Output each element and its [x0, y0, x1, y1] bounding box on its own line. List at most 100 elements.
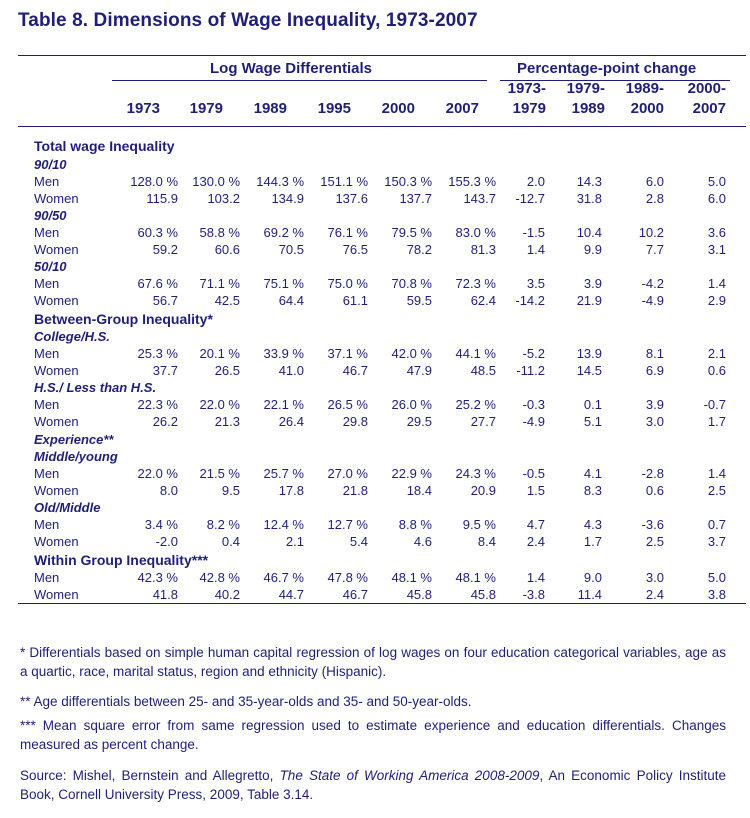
footnote-2: ** Age differentials between 25- and 35-… [20, 694, 472, 709]
table-cell: 0.7 [707, 517, 726, 532]
table-cell: -0.7 [703, 397, 726, 412]
col-header-2000: 2000 [381, 100, 415, 117]
col-header-change-2000-2007-top: 2000- [687, 80, 726, 97]
subsection-experience: Experience** [34, 432, 114, 447]
table-cell: 22.0 % [137, 466, 178, 481]
table-cell: 12.7 % [327, 517, 368, 532]
table-cell: 76.5 [342, 242, 368, 257]
table-cell: 5.4 [349, 534, 368, 549]
table-cell: 48.1 % [391, 570, 432, 585]
table-cell: -2.8 [641, 466, 664, 481]
row-label: Women [34, 414, 79, 429]
table-cell: 56.7 [152, 293, 178, 308]
table-cell: 59.5 [406, 293, 432, 308]
row-label: Women [34, 363, 79, 378]
table-cell: 1.4 [707, 466, 726, 481]
table-cell: 78.2 [406, 242, 432, 257]
table-row: Women 8.0 9.5 17.8 21.8 18.4 20.9 1.5 8.3 0.6 2.5 [0, 483, 750, 500]
table-cell: 12.4 % [263, 517, 304, 532]
table-cell: 151.1 % [320, 174, 368, 189]
col-header-change-1973-1979-top: 1973- [507, 80, 546, 97]
table-cell: 29.5 [406, 414, 432, 429]
table-cell: 2.9 [707, 293, 726, 308]
table-cell: 1.5 [526, 483, 545, 498]
table-cell: 25.2 % [455, 397, 496, 412]
table-row: Men 42.3 % 42.8 % 46.7 % 47.8 % 48.1 % 48.1 % 1… [0, 570, 750, 587]
table-cell: 21.8 [342, 483, 368, 498]
table-cell: 128.0 % [130, 174, 178, 189]
table-cell: 14.5 [576, 363, 602, 378]
table-cell: 10.4 [576, 225, 602, 240]
table-cell: 59.2 [152, 242, 178, 257]
table-cell: 22.9 % [391, 466, 432, 481]
row-label: Men [34, 397, 60, 412]
table-row: Women -2.0 0.4 2.1 5.4 4.6 8.4 2.4 1.7 2.5 3.7 [0, 534, 750, 551]
section-between-group-inequality: Between-Group Inequality* [34, 311, 213, 327]
subsection-middle-young: Middle/young [34, 449, 118, 464]
table-cell: 45.8 [470, 587, 496, 602]
table-cell: 5.0 [707, 570, 726, 585]
table-cell: 40.2 [214, 587, 240, 602]
col-header-1979: 1979 [189, 100, 223, 117]
table-cell: 4.3 [583, 517, 602, 532]
header-group2-rule [500, 80, 730, 81]
top-rule [18, 55, 746, 56]
table-cell: 21.5 % [199, 466, 240, 481]
table-cell: 3.1 [707, 242, 726, 257]
table-cell: 22.3 % [137, 397, 178, 412]
col-header-change-1989-2000-bottom: 2000 [630, 100, 664, 117]
table-cell: 46.7 [342, 587, 368, 602]
header-bottom-rule [18, 126, 746, 127]
table-cell: 26.2 [152, 414, 178, 429]
table-cell: 115.9 [146, 191, 178, 206]
table-row: Women 37.7 26.5 41.0 46.7 47.9 48.5 -11.2 14.5 6.… [0, 363, 750, 380]
table-cell: 3.0 [645, 414, 664, 429]
table-cell: 8.0 [159, 483, 178, 498]
table-cell: 42.0 % [391, 346, 432, 361]
row-label: Women [34, 534, 79, 549]
table-cell: -4.9 [522, 414, 545, 429]
table-cell: 79.5 % [391, 225, 432, 240]
table-row: Men 128.0 % 130.0 % 144.3 % 151.1 % 150.3 % 15… [0, 174, 750, 191]
table-row: Men 67.6 % 71.1 % 75.1 % 75.0 % 70.8 % 72.3 % 3… [0, 276, 750, 293]
table-cell: 70.5 [278, 242, 304, 257]
table-cell: 9.5 [221, 483, 240, 498]
table-cell: 9.9 [583, 242, 602, 257]
subsection-90-10: 90/10 [34, 157, 67, 172]
table-cell: 46.7 % [263, 570, 304, 585]
source-note: Source: Mishel, Bernstein and Allegretto… [20, 766, 726, 804]
table-cell: 2.4 [526, 534, 545, 549]
table-cell: 150.3 % [384, 174, 432, 189]
table-cell: 20.1 % [199, 346, 240, 361]
table-cell: 17.8 [278, 483, 304, 498]
table-cell: 24.3 % [455, 466, 496, 481]
table-cell: 8.8 % [398, 517, 432, 532]
table-cell: 42.5 [214, 293, 240, 308]
table-cell: -5.2 [522, 346, 545, 361]
header-group1-rule [112, 80, 487, 81]
table-cell: -0.3 [522, 397, 545, 412]
table-cell: 37.1 % [327, 346, 368, 361]
table-cell: -3.8 [522, 587, 545, 602]
table-cell: 3.6 [707, 225, 726, 240]
row-label: Men [34, 570, 60, 585]
footnote-1: * Differentials based on simple human ca… [20, 645, 726, 679]
table-cell: 2.1 [285, 534, 304, 549]
table-cell: 48.1 % [455, 570, 496, 585]
table-cell: 60.6 [214, 242, 240, 257]
row-label: Men [34, 346, 60, 361]
table-cell: 0.6 [645, 483, 664, 498]
table-cell: 155.3 % [448, 174, 496, 189]
table-cell: 7.7 [645, 242, 664, 257]
table-cell: 61.1 [342, 293, 368, 308]
table-row: Men 22.3 % 22.0 % 22.1 % 26.5 % 26.0 % 25.2 % -… [0, 397, 750, 414]
table-cell: 58.8 % [199, 225, 240, 240]
table-row: Women 59.2 60.6 70.5 76.5 78.2 81.3 1.4 9.9 7.7 3.… [0, 242, 750, 259]
row-label: Men [34, 517, 60, 532]
col-header-1995: 1995 [317, 100, 351, 117]
table-cell: 1.4 [526, 570, 545, 585]
table-cell: 41.8 [152, 587, 178, 602]
table-cell: 4.1 [583, 466, 602, 481]
table-cell: 18.4 [406, 483, 432, 498]
table-cell: 11.4 [577, 587, 602, 602]
